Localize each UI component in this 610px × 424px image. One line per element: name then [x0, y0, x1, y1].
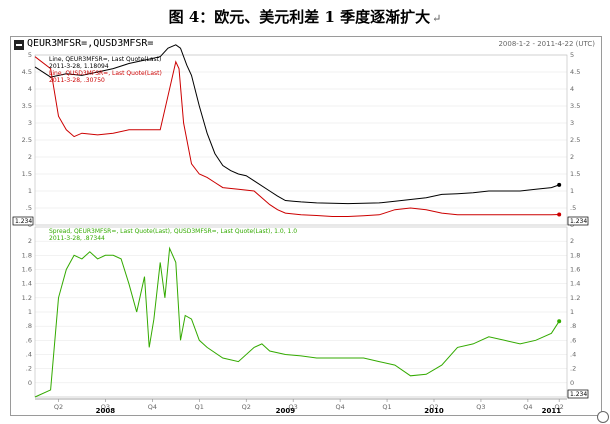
y-tick-right-bottom: 1.8 [570, 251, 580, 259]
y-tick-right-bottom: .6 [570, 336, 576, 344]
status-dot-icon [597, 411, 609, 423]
paragraph-mark-icon: ↵ [432, 12, 442, 25]
y-tick-right-bottom: .4 [570, 351, 576, 359]
y-tick-right-top: 2 [570, 153, 574, 161]
y-tick-left-top: 2.5 [22, 136, 32, 144]
x-tick-label: Q1 [195, 403, 204, 411]
x-tick-label: Q3 [476, 403, 485, 411]
x-year-label: 2011 [542, 407, 562, 415]
tag-bottom-right [567, 389, 589, 399]
tag-top-left [12, 216, 34, 226]
x-tick-label: Q2 [242, 403, 251, 411]
y-tick-left-top: 4 [28, 85, 32, 93]
y-tick-right-bottom: 1 [570, 308, 574, 316]
tag-top-left-label: 1.234 [15, 218, 32, 225]
collapse-icon[interactable] [14, 40, 24, 50]
y-tick-left-bottom: 1.6 [22, 266, 32, 274]
y-tick-left-bottom: 1.2 [22, 294, 32, 302]
date-range: 2008-1-2 - 2011-4-22 (UTC) [498, 40, 595, 48]
y-tick-left-bottom: 2 [28, 237, 32, 245]
y-tick-left-bottom: 1 [28, 308, 32, 316]
y-tick-left-bottom: 0 [28, 379, 32, 387]
legend-usd-name: Line, QUSD3MFSR=, Last Quote(Last) [49, 70, 162, 77]
y-tick-left-top: 1 [28, 187, 32, 195]
x-tick-label: Q4 [148, 403, 157, 411]
ticker-symbols: QEUR3MFSR=,QUSD3MFSR= [27, 38, 154, 49]
tag-bottom-right-label: 1.234 [570, 391, 587, 398]
legend-spread-name: Spread, QEUR3MFSR=, Last Quote(Last), QU… [49, 228, 297, 235]
y-tick-right-top: 3.5 [570, 102, 580, 110]
document-title: 图 4：欧元、美元利差 1 季度逐渐扩大 ↵ [0, 6, 610, 27]
y-tick-right-top: 1 [570, 187, 574, 195]
x-tick-label: Q1 [382, 403, 391, 411]
y-tick-right-top: 4 [570, 85, 574, 93]
plot-area-top [34, 54, 568, 226]
series-line-spread [34, 246, 560, 398]
y-tick-right-bottom: .8 [570, 322, 576, 330]
y-tick-right-top: 3 [570, 119, 574, 127]
y-tick-right-top: 5 [570, 51, 574, 59]
y-tick-right-top: 2.5 [570, 136, 580, 144]
y-tick-left-top: 3.5 [22, 102, 32, 110]
x-year-label: 2008 [96, 407, 116, 415]
y-tick-right-bottom: 0 [570, 379, 574, 387]
y-tick-left-bottom: 1.8 [22, 251, 32, 259]
tag-top-right-label: 1.234 [570, 218, 587, 225]
x-tick-label: Q3 [101, 403, 110, 411]
y-tick-left-top: 1.5 [22, 170, 32, 178]
series-line-qusd3mfsr [34, 56, 560, 217]
last-value-marker [557, 182, 562, 187]
x-tick-label: Q2 [555, 403, 564, 411]
y-tick-left-top: 2 [28, 153, 32, 161]
last-value-marker [557, 319, 562, 324]
chart-svg: 0 0 .5 .5 1 1 1.5 1.5 2 2 2.5 2.5 3 3 3.5 3.5 4 4 4.5 4.5 5 5… [12, 44, 589, 415]
chart-panel: QEUR3MFSR=,QUSD3MFSR= 2008-1-2 - 2011-4-… [10, 36, 609, 423]
y-tick-right-bottom: 1.4 [570, 280, 580, 288]
legend-eur-name: Line, QEUR3MFSR=, Last Quote(Last) [49, 56, 161, 63]
x-year-label: 2010 [424, 407, 444, 415]
y-tick-left-top: 4.5 [22, 68, 32, 76]
y-tick-right-bottom: 1.6 [570, 266, 580, 274]
y-tick-left-bottom: .6 [26, 336, 32, 344]
legend-usd-value: 2011-3-28, .30750 [49, 77, 105, 84]
series-line-qeur3mfsr [34, 44, 560, 205]
legend-eur-value: 2011-3-28, 1.18094 [49, 63, 109, 70]
y-tick-left-top: 3 [28, 119, 32, 127]
x-tick-label: Q3 [289, 403, 298, 411]
x-tick-label: Q2 [54, 403, 63, 411]
y-tick-left-bottom: .4 [26, 351, 32, 359]
y-tick-right-top: 1.5 [570, 170, 580, 178]
plot-area-bottom [34, 226, 568, 398]
y-tick-left-top: .5 [26, 204, 32, 212]
y-tick-left-bottom: 1.4 [22, 280, 32, 288]
x-tick-label: Q2 [429, 403, 438, 411]
last-value-marker [557, 212, 562, 217]
title-text: 图 4：欧元、美元利差 1 季度逐渐扩大 [168, 8, 431, 26]
y-tick-right-bottom: 2 [570, 237, 574, 245]
y-tick-right-bottom: 1.2 [570, 294, 580, 302]
x-tick-label: Q4 [523, 403, 532, 411]
x-tick-label: Q4 [335, 403, 344, 411]
x-year-label: 2009 [276, 407, 296, 415]
y-tick-left-bottom: .8 [26, 322, 32, 330]
legend-spread-value: 2011-3-28, .87344 [49, 235, 105, 242]
y-tick-left-bottom: .2 [26, 365, 32, 373]
y-tick-right-top: .5 [570, 204, 576, 212]
tag-top-right [567, 216, 589, 226]
chart-header: QEUR3MFSR=,QUSD3MFSR= 2008-1-2 - 2011-4-… [11, 37, 601, 53]
y-tick-right-top: 4.5 [570, 68, 580, 76]
y-tick-right-bottom: .2 [570, 365, 576, 373]
y-tick-left-top: 5 [28, 51, 32, 59]
